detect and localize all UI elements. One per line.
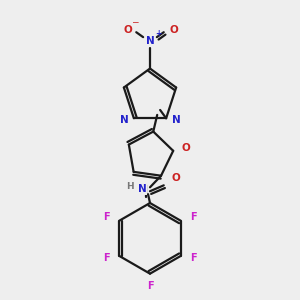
- Text: N: N: [120, 115, 128, 125]
- Text: N: N: [146, 36, 154, 46]
- Text: F: F: [103, 253, 110, 263]
- Text: F: F: [190, 253, 197, 263]
- Text: O: O: [123, 25, 132, 35]
- Text: +: +: [156, 29, 162, 38]
- Text: F: F: [190, 212, 197, 222]
- Text: −: −: [130, 17, 138, 26]
- Text: O: O: [169, 25, 178, 35]
- Text: O: O: [171, 173, 180, 184]
- Text: F: F: [147, 281, 153, 291]
- Text: H: H: [127, 182, 134, 191]
- Text: F: F: [103, 212, 110, 222]
- Text: O: O: [182, 143, 190, 153]
- Text: N: N: [172, 115, 180, 125]
- Text: N: N: [138, 184, 146, 194]
